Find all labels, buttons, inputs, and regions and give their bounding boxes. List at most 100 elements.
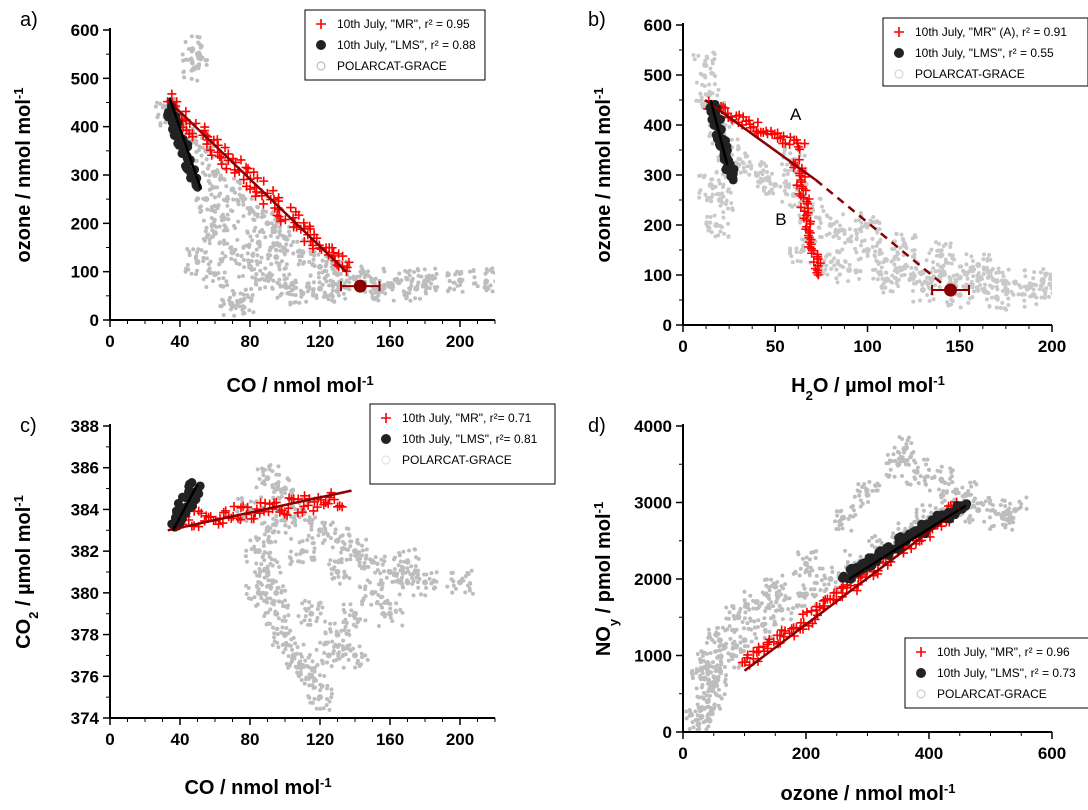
grace-point xyxy=(950,256,955,261)
grace-point xyxy=(723,628,728,633)
grace-point xyxy=(983,499,988,504)
grace-point xyxy=(989,295,994,300)
grace-point xyxy=(716,87,721,92)
grace-point xyxy=(415,267,420,272)
grace-point xyxy=(271,278,276,283)
grace-point xyxy=(189,76,194,81)
grace-point xyxy=(698,713,705,720)
grace-point xyxy=(837,272,842,277)
mr-point xyxy=(787,624,797,634)
grace-point xyxy=(701,675,708,682)
grace-point xyxy=(201,259,206,264)
grace-point xyxy=(922,478,927,483)
grace-point xyxy=(217,261,222,266)
grace-point xyxy=(710,141,715,146)
grace-point xyxy=(956,490,961,495)
grace-point xyxy=(298,670,303,675)
grace-point xyxy=(749,639,754,644)
grace-point xyxy=(273,254,280,261)
grace-point xyxy=(895,463,900,468)
grace-point xyxy=(733,642,738,647)
grace-point xyxy=(209,192,214,197)
grace-point xyxy=(408,298,413,303)
grace-point xyxy=(820,204,825,209)
grace-point xyxy=(708,220,713,225)
plot-area xyxy=(684,435,1029,732)
x-tick-label: 80 xyxy=(241,332,260,351)
grace-point xyxy=(244,518,249,523)
grace-point xyxy=(277,267,282,272)
grace-point xyxy=(1053,286,1057,290)
grace-point xyxy=(1006,296,1011,301)
grace-point xyxy=(275,484,280,489)
mr-point xyxy=(220,143,230,153)
grace-point xyxy=(240,273,245,278)
grace-point xyxy=(988,273,993,278)
grace-point xyxy=(368,289,373,294)
grace-point xyxy=(880,276,885,281)
grace-point xyxy=(947,275,952,280)
grace-point xyxy=(788,251,793,256)
grace-point xyxy=(259,255,264,260)
grace-point xyxy=(279,291,284,296)
grace-point xyxy=(899,232,904,237)
grace-point xyxy=(720,200,725,205)
grace-point xyxy=(736,144,741,149)
grace-point xyxy=(1003,512,1008,517)
grace-point xyxy=(307,286,312,291)
grace-point xyxy=(875,277,880,282)
grace-point xyxy=(195,250,200,255)
grace-point xyxy=(690,672,695,677)
grace-point xyxy=(201,170,206,175)
grace-point xyxy=(780,573,785,578)
grace-point xyxy=(342,542,347,547)
grace-point xyxy=(288,302,293,307)
grace-point xyxy=(309,672,314,677)
grace-point xyxy=(220,218,225,223)
grace-point xyxy=(710,91,715,96)
grace-point xyxy=(249,597,254,602)
grace-point xyxy=(292,656,297,661)
grace-point xyxy=(334,629,339,634)
grace-point xyxy=(929,510,934,515)
fit-line-mr xyxy=(166,99,348,273)
fit-line-mr xyxy=(743,505,964,672)
grace-point xyxy=(743,151,748,156)
mr-point xyxy=(275,507,285,517)
grace-point xyxy=(332,621,337,626)
grace-point xyxy=(227,298,232,303)
grace-point xyxy=(312,557,317,562)
grace-point xyxy=(1054,287,1058,291)
mr-point xyxy=(753,117,763,127)
grace-point xyxy=(219,259,224,264)
grace-point xyxy=(201,277,206,282)
y-tick-label: 2000 xyxy=(634,570,672,589)
grace-point xyxy=(814,573,819,578)
grace-point xyxy=(344,557,349,562)
grace-point xyxy=(373,555,378,560)
grace-point xyxy=(274,514,279,519)
grace-point xyxy=(280,625,285,630)
grace-point xyxy=(875,488,880,493)
grace-point xyxy=(877,220,882,225)
y-tick-label: 3000 xyxy=(634,494,672,513)
grace-point xyxy=(945,489,950,494)
grace-point xyxy=(994,512,999,517)
grace-point xyxy=(1041,267,1046,272)
grace-point xyxy=(296,559,301,564)
grace-point xyxy=(302,681,307,686)
grace-point xyxy=(426,278,431,283)
grace-point xyxy=(896,526,901,531)
grace-point xyxy=(894,231,899,236)
grace-point xyxy=(221,176,226,181)
grace-point xyxy=(873,249,878,254)
grace-point xyxy=(708,66,713,71)
y-tick-label: 384 xyxy=(71,500,100,519)
grace-point xyxy=(903,262,908,267)
grace-point xyxy=(182,75,187,80)
grace-point xyxy=(304,299,309,304)
grace-point xyxy=(867,480,872,485)
grace-point xyxy=(1053,271,1057,275)
grace-point xyxy=(317,285,323,292)
grace-point xyxy=(416,585,421,590)
